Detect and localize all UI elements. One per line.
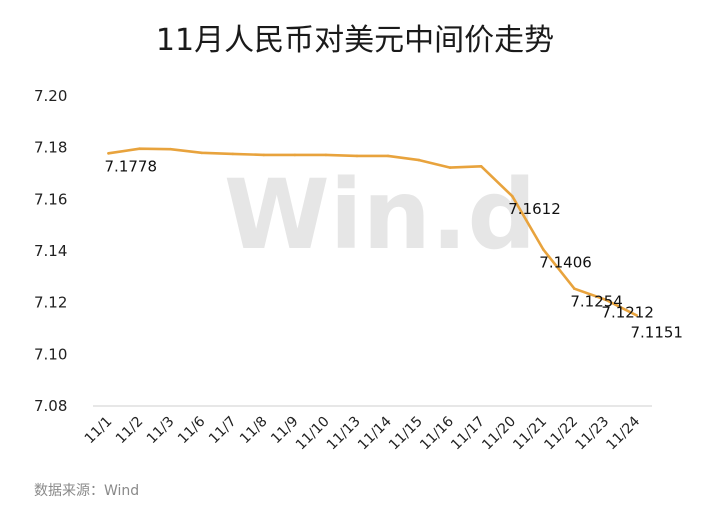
data-point [200,151,203,155]
x-tick-label: 11/22 [541,414,581,454]
x-axis: 11/111/211/311/611/711/811/911/1011/1311… [82,405,652,454]
data-point [169,147,172,151]
data-label: 7.1254 [570,293,623,311]
x-tick-label: 11/23 [572,414,612,454]
data-point [510,194,514,198]
data-point [479,164,483,168]
x-tick-label: 11/16 [417,413,457,453]
series-line [107,147,638,317]
y-tick-label: 7.14 [34,242,67,260]
x-tick-label: 11/21 [510,414,550,454]
x-tick-label: 11/20 [479,414,519,454]
y-tick-label: 7.08 [34,397,67,415]
x-tick-label: 11/6 [175,413,209,447]
data-point [386,154,390,158]
x-tick-label: 11/7 [206,414,240,448]
data-point [231,152,235,156]
data-label: 7.1151 [630,323,683,341]
data-point [355,154,359,158]
x-tick-label: 11/13 [324,414,364,454]
y-tick-label: 7.18 [34,139,67,157]
y-tick-label: 7.16 [34,190,67,208]
data-point [324,153,328,157]
data-point [107,152,110,155]
data-label: 7.1212 [601,304,654,322]
data-point [138,147,141,150]
x-tick-label: 11/3 [144,414,178,448]
data-point [448,166,452,169]
source-note: 数据来源：Wind [34,483,139,499]
x-tick-label: 11/24 [603,413,643,453]
y-tick-label: 7.12 [34,294,67,312]
data-label: 7.1406 [539,253,592,271]
watermark: Win.d [224,159,536,271]
chart-title: 11月人民币对美元中间价走势 [156,23,554,58]
data-point [604,298,607,301]
series-group [107,147,638,317]
data-point [293,153,297,157]
data-label: 7.1778 [105,157,157,175]
y-axis: 7.20 7.18 7.16 7.14 7.12 7.10 7.08 [34,87,67,415]
x-tick-label: 11/17 [448,414,488,454]
data-point [542,248,545,251]
y-tick-label: 7.20 [34,87,67,105]
x-tick-label: 11/10 [293,414,333,454]
data-point [573,287,576,291]
data-point [635,314,638,317]
y-tick-label: 7.10 [34,345,67,363]
x-tick-label: 11/14 [355,413,395,453]
x-tick-label: 11/8 [237,414,271,448]
data-point [262,153,266,157]
data-label: 7.1612 [508,200,561,218]
x-tick-label: 11/1 [82,414,116,448]
x-tick-label: 11/15 [386,414,426,454]
x-tick-label: 11/2 [113,414,147,448]
data-point [417,158,421,162]
